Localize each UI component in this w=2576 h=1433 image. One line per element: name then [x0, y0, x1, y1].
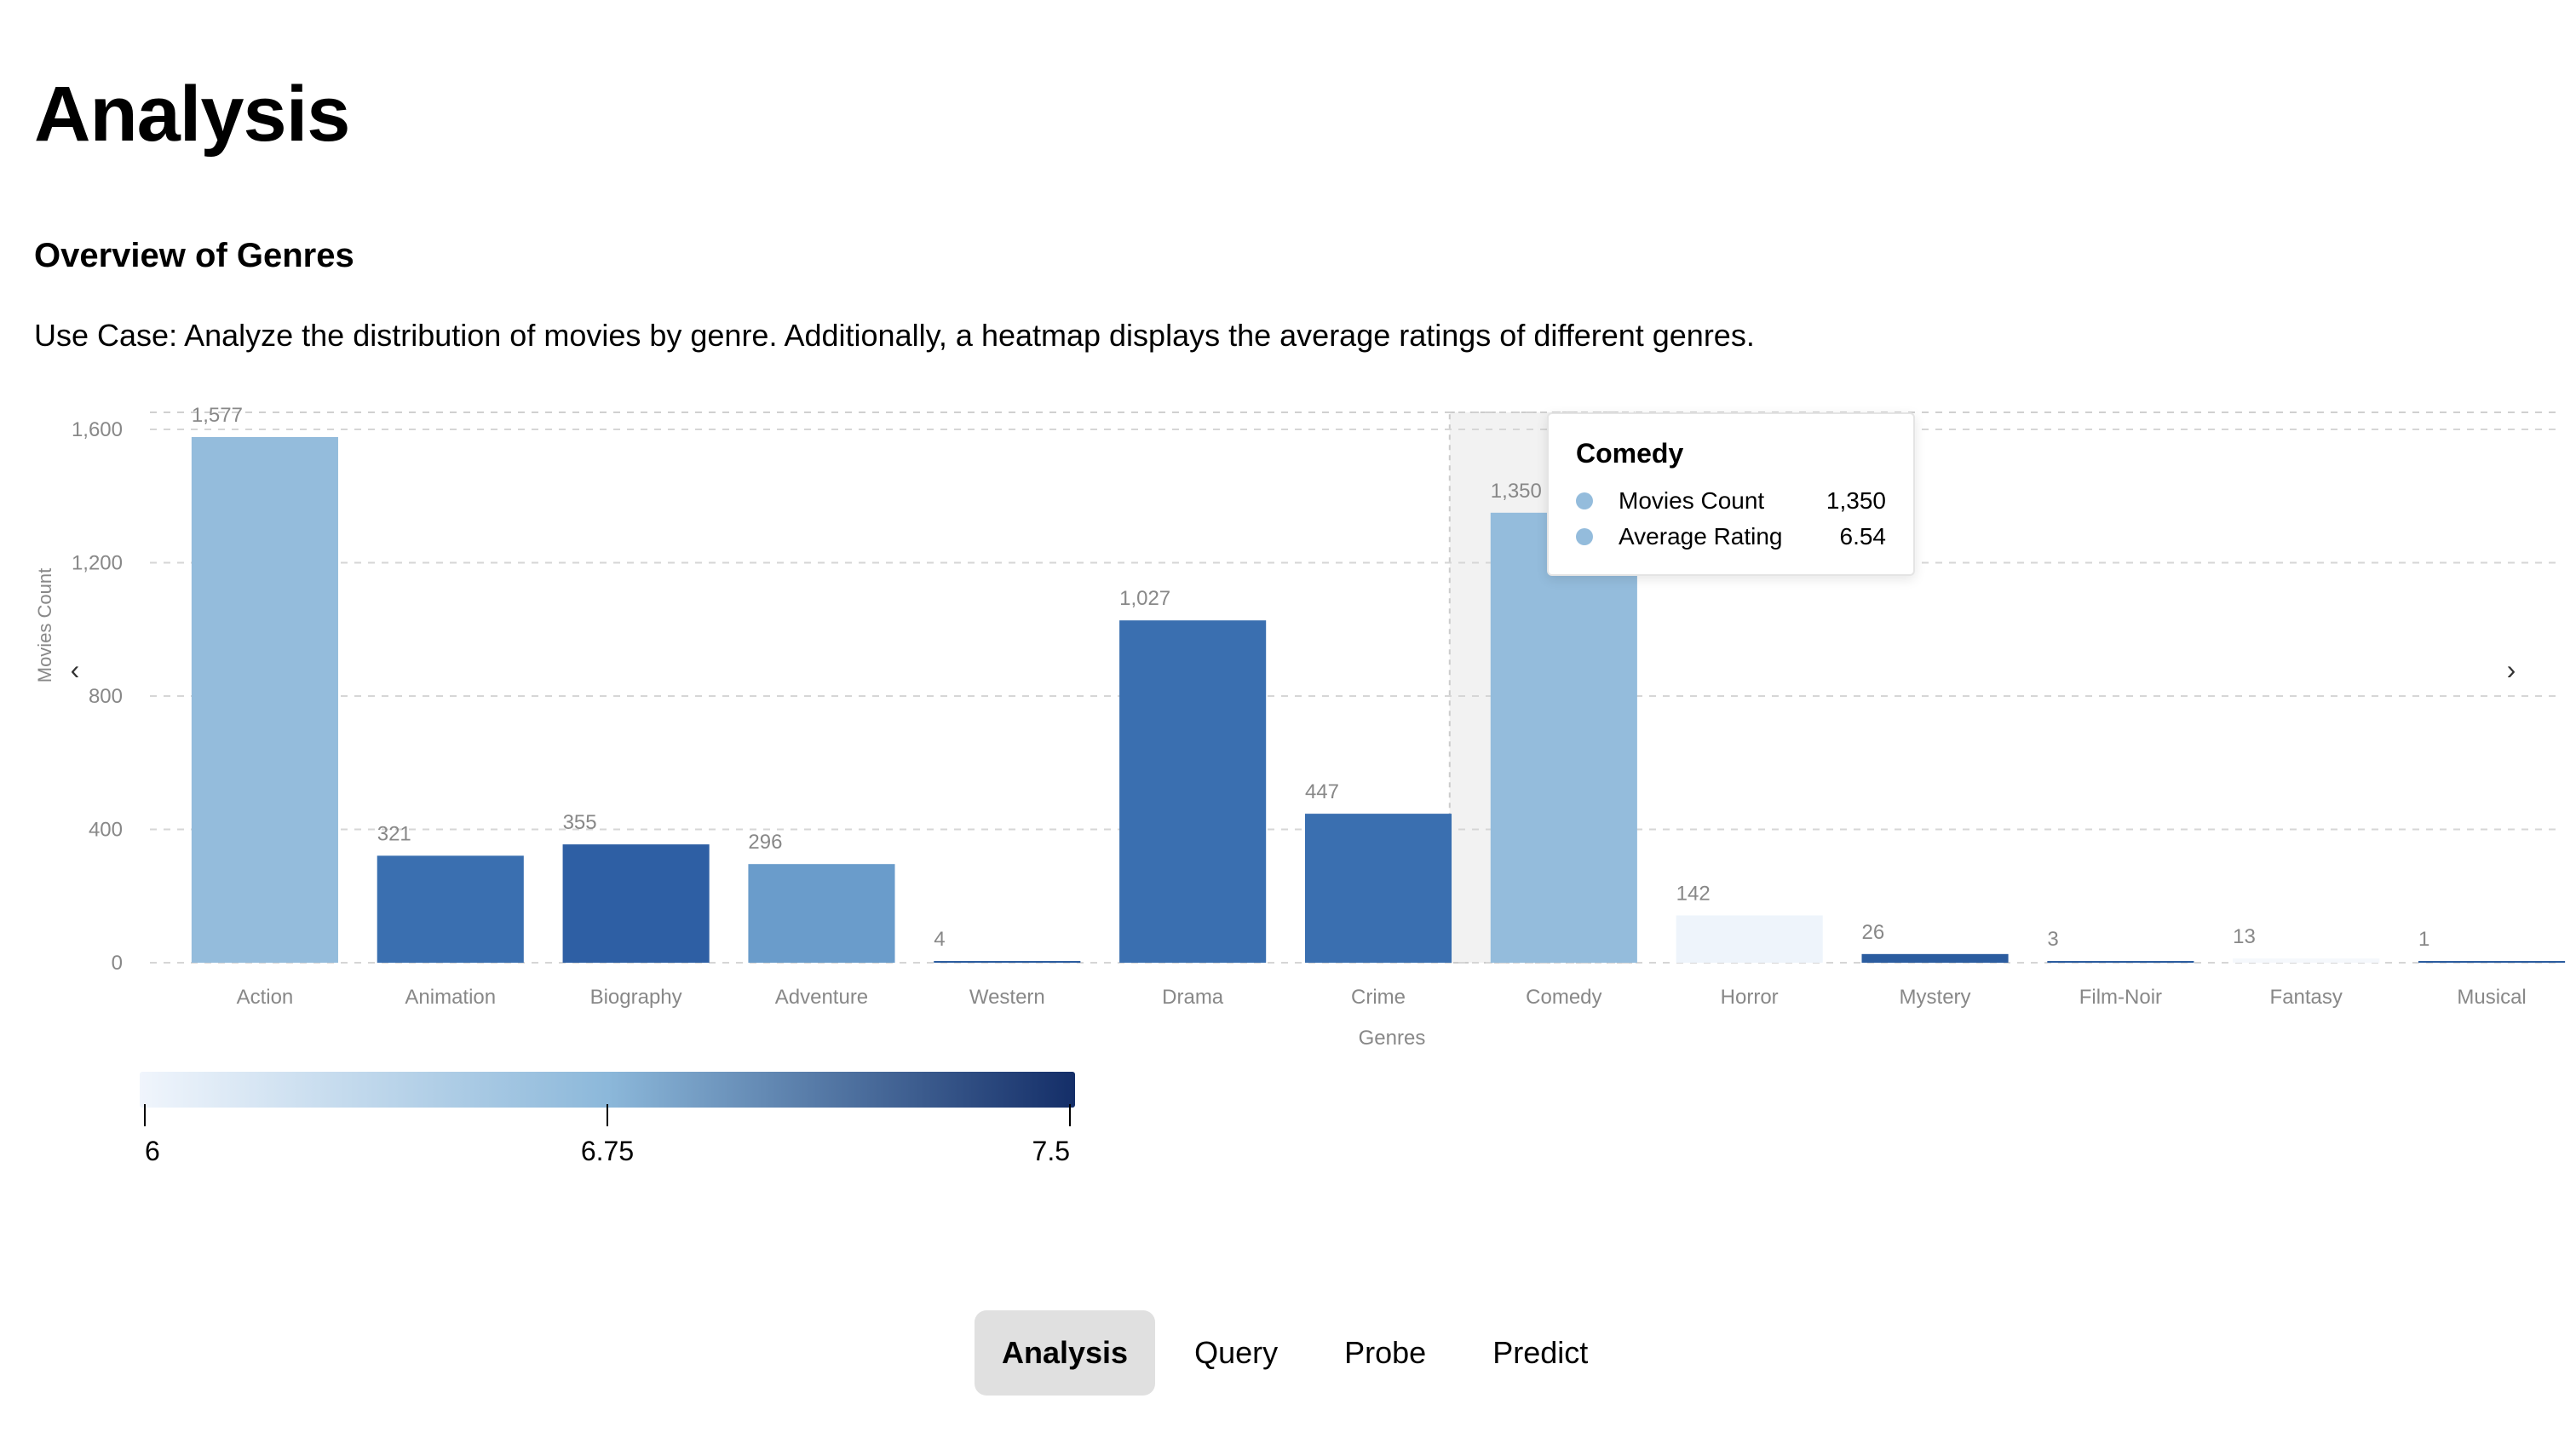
- bar-biography: [562, 844, 710, 963]
- x-tick-label: Drama: [1162, 986, 1224, 1009]
- x-tick-label: Musical: [2457, 986, 2526, 1009]
- bar-value-label: 1,577: [192, 404, 243, 427]
- tab-analysis[interactable]: Analysis: [975, 1310, 1156, 1396]
- bar-value-label: 1,027: [1119, 587, 1170, 610]
- tooltip-value: 1,350: [1826, 487, 1886, 514]
- bar-value-label: 296: [748, 831, 782, 854]
- bottom-tab-bar: Analysis Query Probe Predict: [975, 1310, 1627, 1396]
- colorbar: [140, 1072, 1075, 1108]
- x-tick-label: Biography: [590, 986, 682, 1009]
- bar-drama: [1119, 620, 1267, 963]
- x-tick-label: Adventure: [775, 986, 868, 1009]
- bar-horror: [1676, 915, 1823, 963]
- tab-probe[interactable]: Probe: [1344, 1335, 1427, 1370]
- bar-value-label: 355: [563, 811, 597, 834]
- bar-mystery: [1861, 953, 2009, 963]
- bar-action: [191, 436, 338, 963]
- colorbar-tick-label: 6: [145, 1136, 160, 1166]
- tooltip-dot-icon: [1576, 528, 1593, 545]
- page-title: Analysis: [34, 71, 350, 158]
- x-tick-label: Mystery: [1900, 986, 1971, 1009]
- bar-value-label: 447: [1305, 780, 1339, 803]
- y-tick-label: 0: [112, 952, 123, 975]
- tooltip-label: Average Rating: [1619, 523, 1783, 550]
- x-tick-label: Horror: [1721, 986, 1779, 1009]
- bar-value-label: 3: [2047, 928, 2058, 951]
- bar-value-label: 1,350: [1491, 480, 1542, 503]
- x-tick-label: Action: [237, 986, 294, 1009]
- bar-animation: [377, 855, 524, 963]
- x-tick-label: Crime: [1351, 986, 1406, 1009]
- tab-predict[interactable]: Predict: [1492, 1335, 1589, 1370]
- bar-value-label: 321: [377, 822, 411, 845]
- bar-adventure: [748, 864, 895, 963]
- bar-fantasy: [2233, 958, 2380, 963]
- bar-value-label: 142: [1676, 882, 1711, 905]
- y-axis-label: Movies Count: [34, 568, 55, 683]
- tooltip-row-movies-count: Movies Count 1,350: [1576, 483, 1886, 519]
- y-tick-label: 800: [89, 685, 123, 708]
- x-tick-label: Western: [969, 986, 1045, 1009]
- tooltip-dot-icon: [1576, 492, 1593, 509]
- chevron-left-icon[interactable]: ‹: [55, 649, 95, 690]
- use-case-description: Use Case: Analyze the distribution of mo…: [34, 318, 1755, 353]
- chevron-right-icon[interactable]: ›: [2491, 649, 2532, 690]
- bar-western: [934, 961, 1081, 963]
- bar-value-label: 1: [2418, 928, 2429, 951]
- x-tick-label: Comedy: [1526, 986, 1601, 1009]
- colorbar-tick-label: 6.75: [581, 1136, 634, 1166]
- tooltip-label: Movies Count: [1619, 487, 1765, 514]
- bar-value-label: 13: [2233, 925, 2256, 948]
- chart-tooltip: Comedy Movies Count 1,350 Average Rating…: [1547, 412, 1915, 576]
- x-tick-label: Film-Noir: [2079, 986, 2162, 1009]
- bar-crime: [1304, 814, 1452, 963]
- bar-musical: [2418, 961, 2566, 963]
- bar-film-noir: [2047, 961, 2194, 963]
- tooltip-value: 6.54: [1839, 523, 1887, 550]
- y-tick-label: 400: [89, 819, 123, 842]
- genre-bar-chart: 0 400 800 1,200 1,600 Movies Count 1,577 Action…: [34, 404, 2566, 1166]
- bar-value-label: 26: [1861, 921, 1884, 944]
- y-tick-label: 1,600: [72, 418, 123, 441]
- section-title: Overview of Genres: [34, 237, 354, 274]
- colorbar-tick-label: 7.5: [1032, 1136, 1070, 1166]
- y-tick-label: 1,200: [72, 552, 123, 575]
- x-tick-label: Fantasy: [2270, 986, 2343, 1009]
- tooltip-row-average-rating: Average Rating 6.54: [1576, 519, 1886, 555]
- bar-value-label: 4: [934, 928, 945, 951]
- x-axis-label: Genres: [1359, 1027, 1426, 1050]
- tab-query[interactable]: Query: [1194, 1335, 1279, 1370]
- tooltip-title: Comedy: [1576, 438, 1684, 469]
- x-tick-label: Animation: [405, 986, 496, 1009]
- bar-comedy: [1490, 512, 1637, 963]
